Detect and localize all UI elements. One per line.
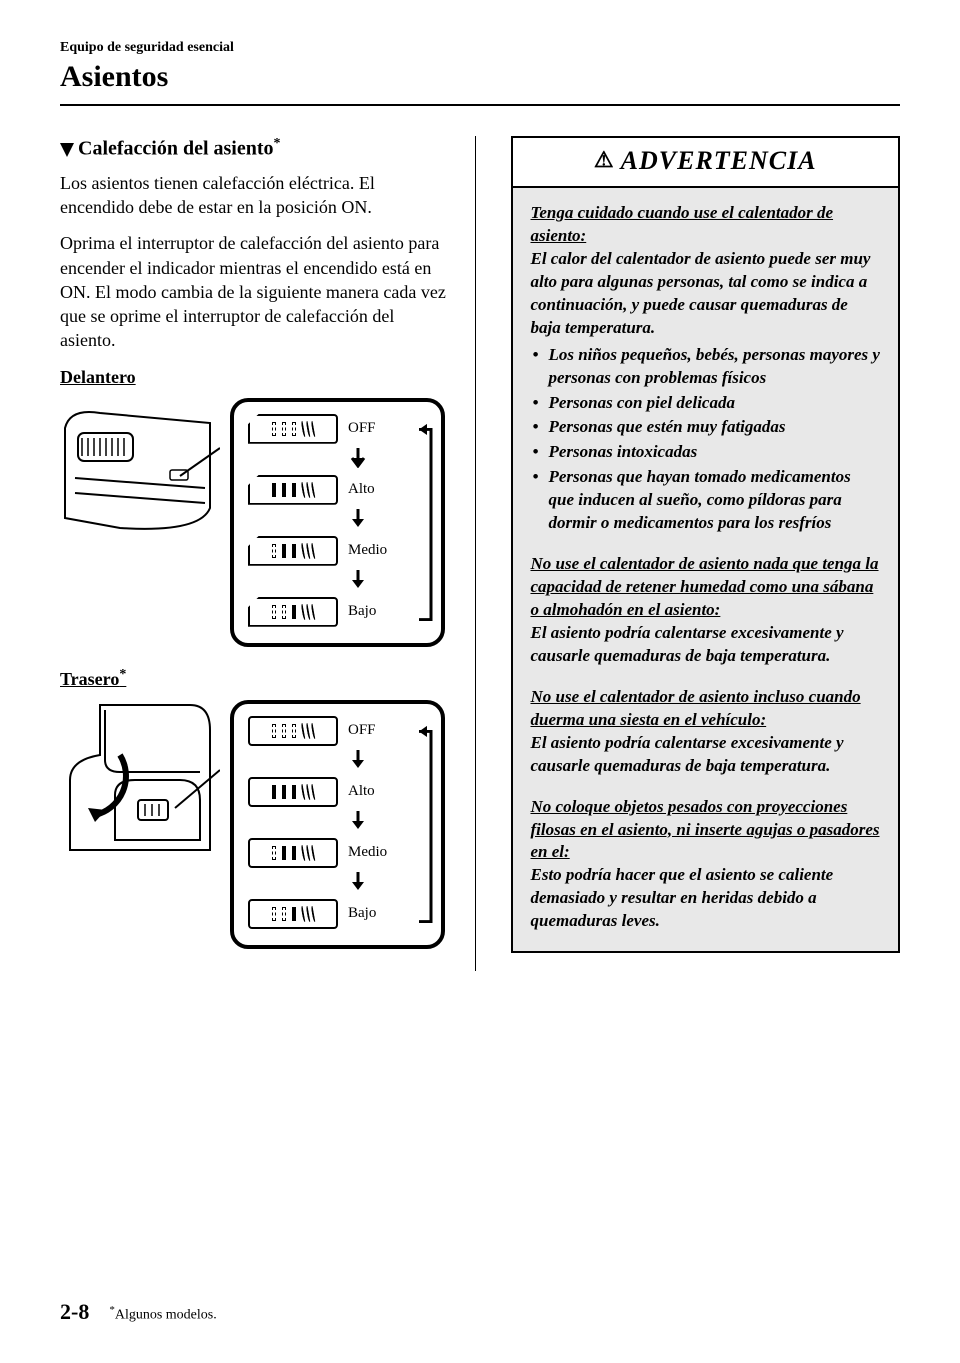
warning-triangle-icon: ⚠ xyxy=(594,147,615,172)
seat-heat-button-mid xyxy=(248,838,338,868)
seat-heat-button-off xyxy=(248,716,338,746)
footer: 2-8 *Algunos modelos. xyxy=(60,1299,217,1325)
arrow-down-icon xyxy=(288,811,427,836)
heat-icon xyxy=(302,906,315,922)
header-breadcrumb: Equipo de seguridad esencial xyxy=(60,40,900,56)
heat-icon xyxy=(302,604,315,620)
state-low: Bajo xyxy=(248,597,427,627)
page-number: 2-8 xyxy=(60,1299,89,1325)
heat-icon xyxy=(302,543,315,559)
heat-icon xyxy=(302,421,315,437)
footnote: *Algunos modelos. xyxy=(109,1304,216,1324)
return-arrow xyxy=(417,422,433,627)
warning-title: ⚠ADVERTENCIA xyxy=(513,138,899,188)
state-low: Bajo xyxy=(248,899,427,929)
state-mid-label: Medio xyxy=(348,844,387,861)
section-heading-text: Calefacción del asiento xyxy=(78,138,274,160)
seat-heat-button-low xyxy=(248,899,338,929)
warning-list-item: Los niños pequeños, bebés, personas mayo… xyxy=(549,344,881,390)
state-off-label: OFF xyxy=(348,420,376,437)
intro-paragraph-2: Oprima el interruptor de calefacción del… xyxy=(60,231,450,352)
warning-title-text: ADVERTENCIA xyxy=(621,146,817,175)
state-high: Alto xyxy=(248,475,427,505)
rear-subhead-text: Trasero xyxy=(60,669,119,689)
warning-list-item: Personas que hayan tomado medicamentos q… xyxy=(549,466,881,535)
asterisk-icon: * xyxy=(119,667,126,682)
rear-state-panel: OFF Alto xyxy=(230,700,445,949)
seat-heat-button-off xyxy=(248,414,338,444)
rear-console-drawing xyxy=(60,700,220,860)
state-off: OFF xyxy=(248,414,427,444)
arrow-down-icon xyxy=(288,448,427,473)
arrow-down-icon xyxy=(288,750,427,775)
warning-list: Los niños pequeños, bebés, personas mayo… xyxy=(531,344,881,536)
warning-text-2: El asiento podría calentarse excesivamen… xyxy=(531,622,881,668)
front-subhead: Delantero xyxy=(60,367,450,388)
page-title: Asientos xyxy=(60,60,900,94)
return-arrow xyxy=(417,724,433,929)
front-dash-drawing xyxy=(60,398,220,558)
warning-block-1: Tenga cuidado cuando use el calentador d… xyxy=(531,202,881,535)
state-mid: Medio xyxy=(248,536,427,566)
warning-head-1: Tenga cuidado cuando use el calentador d… xyxy=(531,202,881,248)
warning-block-3: No use el calentador de asiento incluso … xyxy=(531,686,881,778)
state-off: OFF xyxy=(248,716,427,746)
asterisk-icon: * xyxy=(274,136,281,151)
warning-box: ⚠ADVERTENCIA Tenga cuidado cuando use el… xyxy=(511,136,901,953)
heat-icon xyxy=(302,723,315,739)
front-diagram: OFF Alto xyxy=(60,398,450,647)
intro-paragraph-1: Los asientos tienen calefacción eléctric… xyxy=(60,171,450,220)
warning-list-item: Personas que estén muy fatigadas xyxy=(549,416,881,439)
warning-block-4: No coloque objetos pesados con proyeccio… xyxy=(531,796,881,934)
state-high: Alto xyxy=(248,777,427,807)
warning-list-item: Personas intoxicadas xyxy=(549,441,881,464)
left-column: Calefacción del asiento* Los asientos ti… xyxy=(60,136,476,971)
warning-body: Tenga cuidado cuando use el calentador d… xyxy=(513,188,899,951)
state-mid: Medio xyxy=(248,838,427,868)
arrow-down-icon xyxy=(288,570,427,595)
warning-text-3: El asiento podría calentarse excesivamen… xyxy=(531,732,881,778)
state-high-label: Alto xyxy=(348,481,375,498)
state-low-label: Bajo xyxy=(348,905,376,922)
arrow-down-icon xyxy=(288,872,427,897)
seat-heat-button-low xyxy=(248,597,338,627)
right-column: ⚠ADVERTENCIA Tenga cuidado cuando use el… xyxy=(506,136,901,971)
arrow-down-icon xyxy=(288,509,427,534)
seat-heat-button-high xyxy=(248,475,338,505)
rear-diagram: OFF Alto xyxy=(60,700,450,949)
footnote-text: Algunos modelos. xyxy=(115,1308,217,1323)
warning-list-item: Personas con piel delicada xyxy=(549,392,881,415)
heat-icon xyxy=(302,482,315,498)
warning-text-1: El calor del calentador de asiento puede… xyxy=(531,248,881,340)
seat-heat-button-high xyxy=(248,777,338,807)
state-off-label: OFF xyxy=(348,722,376,739)
seat-heat-button-mid xyxy=(248,536,338,566)
warning-block-2: No use el calentador de asiento nada que… xyxy=(531,553,881,668)
header-divider xyxy=(60,104,900,106)
warning-text-4: Esto podría hacer que el asiento se cali… xyxy=(531,864,881,933)
heat-icon xyxy=(302,784,315,800)
warning-head-3: No use el calentador de asiento incluso … xyxy=(531,686,881,732)
state-low-label: Bajo xyxy=(348,603,376,620)
warning-head-4: No coloque objetos pesados con proyeccio… xyxy=(531,796,881,865)
front-state-panel: OFF Alto xyxy=(230,398,445,647)
state-high-label: Alto xyxy=(348,783,375,800)
state-mid-label: Medio xyxy=(348,542,387,559)
section-heading: Calefacción del asiento* xyxy=(60,136,450,161)
wedge-icon xyxy=(60,143,74,157)
heat-icon xyxy=(302,845,315,861)
rear-subhead: Trasero* xyxy=(60,667,450,690)
warning-head-2: No use el calentador de asiento nada que… xyxy=(531,553,881,622)
